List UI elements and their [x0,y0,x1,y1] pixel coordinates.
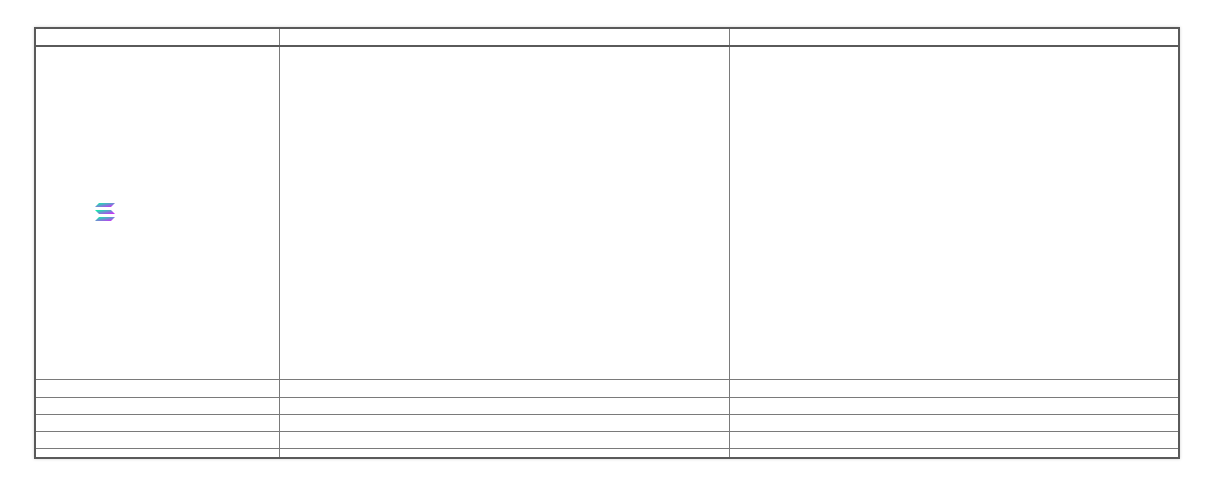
table-cell [278,447,730,457]
logo-cell [36,47,279,379]
table-cell [728,447,1178,457]
table-row [36,430,1178,449]
table-header-row [36,29,1178,48]
table-cell [36,45,280,381]
table-row [36,45,1178,381]
table-row [36,396,1178,415]
table-cell [728,430,1178,449]
table-cell [36,447,280,457]
table-cell [36,430,280,449]
table-row [36,447,1178,457]
table-cell [36,413,280,432]
table-cell [36,396,280,415]
header-cell [36,29,280,48]
table-row [36,413,1178,432]
header-cell [278,29,730,48]
table-cell [278,45,730,381]
table-cell [36,379,280,398]
table-row [36,379,1178,398]
header-cell [728,29,1178,48]
table-cell [278,413,730,432]
solana-logo-icon [94,202,116,222]
table-cell [278,396,730,415]
table-cell [728,45,1178,381]
table-cell [278,430,730,449]
table-cell [728,379,1178,398]
table-grid [36,29,1178,457]
table-cell [278,379,730,398]
table-cell [728,396,1178,415]
data-table [34,27,1180,459]
table-cell [728,413,1178,432]
